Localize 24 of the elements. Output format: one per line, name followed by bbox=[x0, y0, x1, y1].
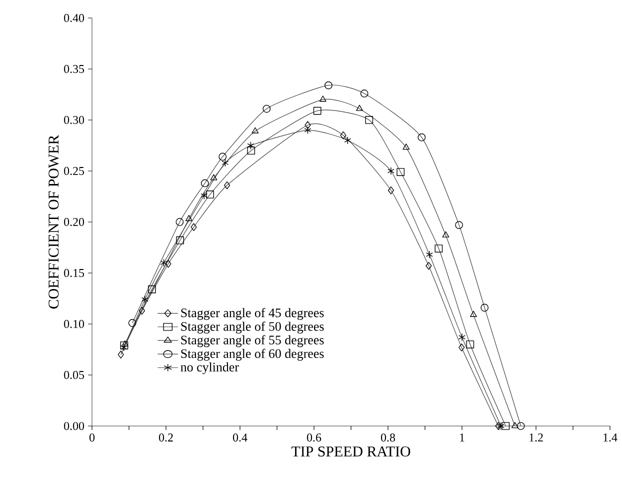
y-tick-label: 0.20 bbox=[64, 218, 84, 226]
x-tick-label: 0.4 bbox=[232, 434, 248, 442]
y-tick-label: 0.10 bbox=[64, 320, 84, 328]
y-tick-label: 0.15 bbox=[64, 268, 84, 278]
x-axis-title: TIP SPEED RATIO bbox=[291, 446, 410, 457]
y-tick-label: 0.05 bbox=[64, 370, 84, 380]
x-tick-label: 1.4 bbox=[604, 434, 618, 442]
legend-label: no cylinder bbox=[180, 362, 239, 374]
legend-label: Stagger angle of 55 degrees bbox=[181, 335, 324, 348]
x-tick-label: 0.6 bbox=[306, 434, 322, 442]
y-tick-label: 0.40 bbox=[64, 14, 84, 22]
x-tick-label: 0.8 bbox=[380, 434, 396, 442]
x-tick-label: 1.2 bbox=[530, 434, 543, 442]
x-tick-label: 0 bbox=[89, 434, 95, 442]
legend-label: Stagger angle of 45 degrees bbox=[181, 308, 324, 320]
x-tick-label: 0.2 bbox=[158, 434, 173, 442]
y-tick-label: 0.35 bbox=[64, 64, 84, 74]
y-tick-label: 0.30 bbox=[64, 116, 84, 124]
legend-label: Stagger angle of 60 degrees bbox=[181, 348, 324, 361]
y-axis-title: COEFFICIENT OF POWER bbox=[48, 134, 59, 309]
x-tick-label: 1 bbox=[460, 434, 464, 442]
y-tick-label: 0.25 bbox=[64, 166, 84, 176]
legend-label: Stagger angle of 50 degrees bbox=[181, 322, 324, 334]
y-tick-label: 0.00 bbox=[64, 422, 84, 430]
